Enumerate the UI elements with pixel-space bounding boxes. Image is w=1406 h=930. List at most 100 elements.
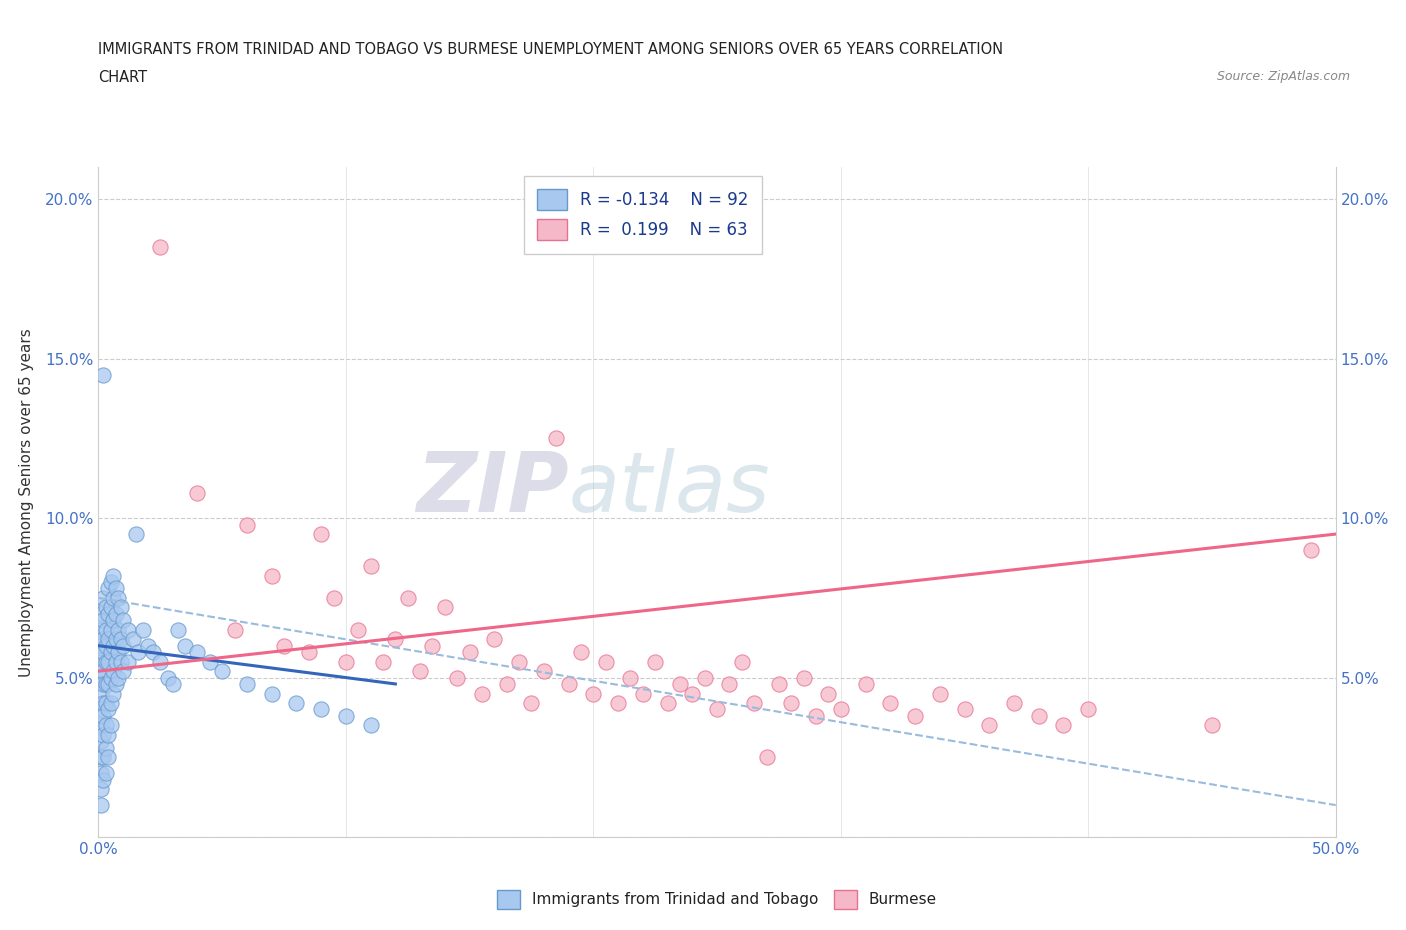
Point <box>533 664 555 679</box>
Point <box>97 702 120 717</box>
Point <box>112 664 135 679</box>
Point <box>422 638 444 653</box>
Point <box>132 622 155 637</box>
Text: atlas: atlas <box>568 448 770 529</box>
Point <box>142 644 165 659</box>
Point <box>731 654 754 669</box>
Point <box>103 613 125 628</box>
Point <box>107 671 129 685</box>
Point <box>93 727 115 742</box>
Point <box>186 644 208 659</box>
Point <box>693 671 716 685</box>
Point <box>433 600 456 615</box>
Point <box>619 671 641 685</box>
Point <box>103 591 125 605</box>
Point <box>93 696 115 711</box>
Point <box>97 750 120 764</box>
Point <box>94 600 117 615</box>
Point <box>755 750 778 764</box>
Point <box>104 654 127 669</box>
Point <box>211 664 233 679</box>
Point <box>93 772 115 787</box>
Legend: Immigrants from Trinidad and Tobago, Burmese: Immigrants from Trinidad and Tobago, Bur… <box>489 883 945 916</box>
Point <box>100 575 122 590</box>
Point <box>644 654 666 669</box>
Point <box>112 638 135 653</box>
Point <box>90 782 112 797</box>
Point <box>100 622 122 637</box>
Point <box>1201 718 1223 733</box>
Point <box>93 664 115 679</box>
Point <box>100 600 122 615</box>
Point <box>953 702 976 717</box>
Text: ZIP: ZIP <box>416 448 568 529</box>
Point <box>93 750 115 764</box>
Point <box>93 631 115 646</box>
Point <box>706 702 728 717</box>
Point <box>1028 709 1050 724</box>
Point <box>107 644 129 659</box>
Point <box>90 734 112 749</box>
Point <box>149 654 172 669</box>
Point <box>879 696 901 711</box>
Point <box>122 631 145 646</box>
Point <box>97 631 120 646</box>
Point <box>103 638 125 653</box>
Point <box>718 676 741 691</box>
Point <box>100 718 122 733</box>
Point <box>669 676 692 691</box>
Point <box>582 686 605 701</box>
Point <box>768 676 790 691</box>
Point <box>100 644 122 659</box>
Point <box>112 613 135 628</box>
Point <box>285 696 308 711</box>
Point <box>1052 718 1074 733</box>
Point <box>224 622 246 637</box>
Point <box>107 591 129 605</box>
Point <box>90 671 112 685</box>
Point <box>93 591 115 605</box>
Point <box>557 676 579 691</box>
Point <box>97 727 120 742</box>
Point <box>104 581 127 596</box>
Point <box>136 638 159 653</box>
Point <box>97 581 120 596</box>
Y-axis label: Unemployment Among Seniors over 65 years: Unemployment Among Seniors over 65 years <box>20 328 34 677</box>
Point <box>1299 542 1322 557</box>
Point <box>186 485 208 500</box>
Point <box>446 671 468 685</box>
Point <box>495 676 517 691</box>
Point <box>546 431 568 445</box>
Point <box>631 686 654 701</box>
Point <box>93 709 115 724</box>
Point <box>93 644 115 659</box>
Point <box>110 654 132 669</box>
Point <box>780 696 803 711</box>
Point <box>309 526 332 541</box>
Point <box>94 654 117 669</box>
Point <box>149 240 172 255</box>
Point <box>520 696 543 711</box>
Point <box>928 686 950 701</box>
Point <box>107 622 129 637</box>
Point <box>103 686 125 701</box>
Point <box>198 654 221 669</box>
Point <box>793 671 815 685</box>
Point <box>830 702 852 717</box>
Point <box>458 644 481 659</box>
Point <box>322 591 344 605</box>
Point <box>90 750 112 764</box>
Point <box>127 644 149 659</box>
Point <box>103 664 125 679</box>
Point <box>94 676 117 691</box>
Point <box>298 644 321 659</box>
Point <box>93 613 115 628</box>
Point <box>384 631 406 646</box>
Point <box>657 696 679 711</box>
Point <box>979 718 1001 733</box>
Point <box>1002 696 1025 711</box>
Point <box>93 676 115 691</box>
Point <box>104 631 127 646</box>
Point <box>855 676 877 691</box>
Point <box>90 606 112 621</box>
